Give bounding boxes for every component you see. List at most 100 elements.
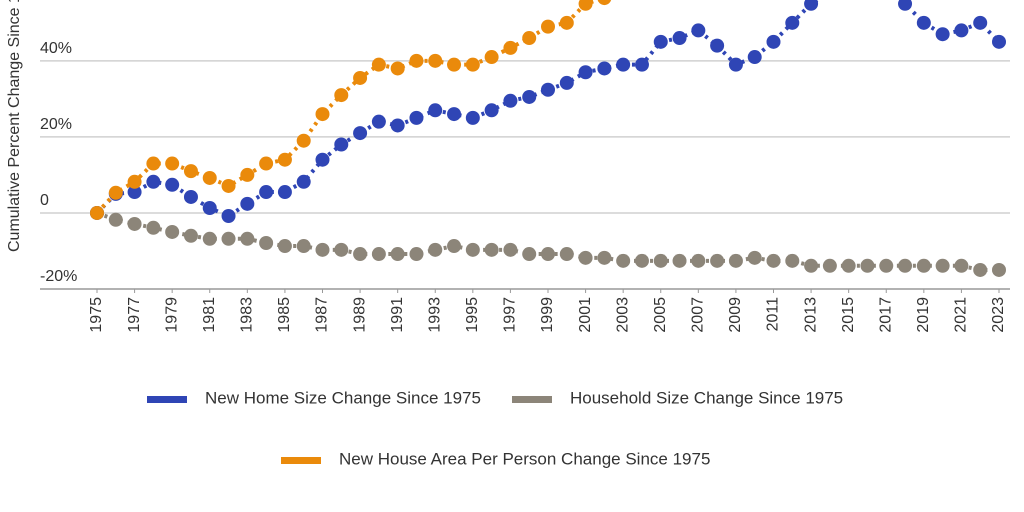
data-point bbox=[296, 133, 311, 148]
data-point bbox=[559, 15, 574, 30]
data-point bbox=[108, 185, 123, 200]
data-point bbox=[728, 57, 743, 72]
data-point bbox=[353, 126, 368, 141]
y-tick-label: 20% bbox=[40, 116, 72, 133]
x-tick-label: 2009 bbox=[727, 297, 744, 333]
x-tick-label: 1977 bbox=[126, 297, 143, 333]
data-point bbox=[165, 224, 180, 239]
data-point bbox=[597, 61, 612, 76]
data-point bbox=[954, 23, 969, 38]
data-point bbox=[259, 156, 274, 171]
data-point bbox=[916, 15, 931, 30]
x-tick-label: 2023 bbox=[990, 297, 1007, 333]
data-point bbox=[334, 242, 349, 257]
data-point bbox=[353, 247, 368, 262]
data-point bbox=[503, 93, 518, 108]
data-point bbox=[127, 216, 142, 231]
data-point bbox=[334, 137, 349, 152]
data-point bbox=[634, 253, 649, 268]
x-tick-label: 1989 bbox=[351, 297, 368, 333]
data-point bbox=[503, 242, 518, 257]
data-point bbox=[710, 38, 725, 53]
data-point bbox=[259, 185, 274, 200]
data-point bbox=[597, 0, 612, 6]
x-tick-label: 2007 bbox=[690, 297, 707, 333]
data-point bbox=[183, 228, 198, 243]
data-point bbox=[766, 253, 781, 268]
x-tick-label: 1991 bbox=[389, 297, 406, 333]
x-tick-label: 1997 bbox=[502, 297, 519, 333]
data-point bbox=[860, 258, 875, 273]
data-point bbox=[259, 235, 274, 250]
data-point bbox=[315, 242, 330, 257]
data-point bbox=[916, 258, 931, 273]
data-point bbox=[165, 177, 180, 192]
data-point bbox=[127, 185, 142, 200]
data-point bbox=[992, 262, 1006, 277]
data-point bbox=[127, 174, 142, 189]
data-point bbox=[108, 212, 123, 227]
data-point bbox=[653, 253, 668, 268]
x-tick-label: 2011 bbox=[765, 297, 782, 332]
data-point bbox=[240, 167, 255, 182]
data-point bbox=[879, 258, 894, 273]
data-point bbox=[672, 253, 687, 268]
data-point bbox=[691, 253, 706, 268]
y-tick-label: -20% bbox=[40, 268, 77, 285]
data-point bbox=[541, 82, 555, 97]
data-point bbox=[785, 15, 800, 30]
x-tick-label: 1975 bbox=[88, 297, 105, 333]
data-point bbox=[240, 231, 255, 246]
data-point bbox=[240, 196, 255, 211]
data-point bbox=[522, 89, 537, 104]
data-point bbox=[653, 34, 668, 49]
data-point bbox=[146, 174, 161, 189]
data-point bbox=[992, 34, 1006, 49]
x-tick-label: 1983 bbox=[239, 297, 256, 333]
data-point bbox=[898, 0, 913, 11]
data-point bbox=[841, 258, 856, 273]
data-point bbox=[559, 247, 574, 262]
data-point bbox=[973, 262, 988, 277]
data-point bbox=[785, 253, 800, 268]
data-point bbox=[804, 0, 819, 11]
data-point bbox=[728, 253, 743, 268]
data-point bbox=[146, 220, 161, 235]
x-tick-label: 2019 bbox=[915, 297, 932, 333]
data-point bbox=[277, 239, 292, 254]
data-point bbox=[221, 208, 236, 223]
data-point bbox=[465, 57, 480, 72]
data-point bbox=[522, 247, 537, 262]
y-tick-label: 0 bbox=[40, 192, 49, 209]
x-tick-label: 2005 bbox=[652, 297, 669, 333]
legend-label: New House Area Per Person Change Since 1… bbox=[339, 449, 710, 468]
data-point bbox=[710, 253, 725, 268]
data-point bbox=[503, 40, 518, 55]
data-point bbox=[559, 75, 574, 90]
data-point bbox=[409, 110, 424, 125]
data-point bbox=[409, 247, 424, 262]
data-point bbox=[165, 156, 180, 171]
data-point bbox=[202, 231, 217, 246]
x-tick-label: 2017 bbox=[877, 297, 894, 333]
x-tick-label: 1987 bbox=[314, 297, 331, 333]
data-point bbox=[428, 242, 443, 257]
x-tick-label: 1981 bbox=[201, 297, 218, 333]
data-point bbox=[202, 170, 217, 185]
data-point bbox=[221, 231, 236, 246]
legend-swatch bbox=[281, 457, 321, 464]
data-point bbox=[296, 239, 311, 254]
data-point bbox=[616, 253, 631, 268]
legend-label: New Home Size Change Since 1975 bbox=[205, 388, 481, 407]
x-tick-label: 2003 bbox=[614, 297, 631, 333]
data-point bbox=[484, 50, 499, 65]
x-tick-label: 1995 bbox=[464, 297, 481, 333]
data-point bbox=[202, 201, 217, 216]
x-tick-label: 2001 bbox=[577, 297, 594, 333]
data-point bbox=[597, 250, 612, 265]
x-tick-label: 2015 bbox=[840, 297, 857, 333]
data-point bbox=[371, 114, 386, 129]
y-tick-label: 40% bbox=[40, 40, 72, 57]
data-point bbox=[353, 70, 368, 85]
